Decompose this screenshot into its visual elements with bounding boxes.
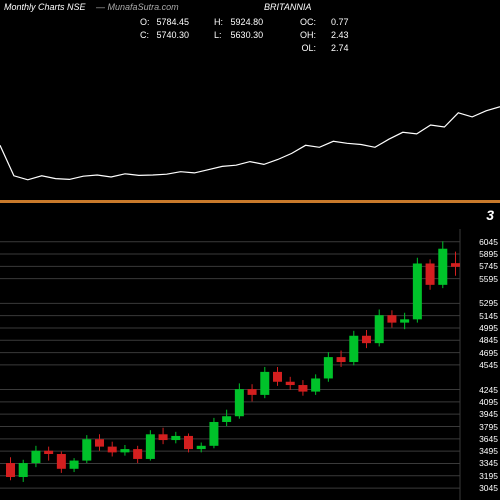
y-tick-label: 4545: [479, 361, 498, 369]
y-tick-label: 4245: [479, 386, 498, 394]
y-tick-label: 5895: [479, 250, 498, 258]
y-tick-label: 5145: [479, 312, 498, 320]
line-chart-panel: Monthly Charts NSE — MunafaSutra.com BRI…: [0, 0, 500, 200]
y-tick-label: 6045: [479, 238, 498, 246]
y-tick-label: 5595: [479, 275, 498, 283]
y-tick-label: 3345: [479, 459, 498, 467]
y-tick-label: 3945: [479, 410, 498, 418]
candle-chart-panel: 3045 3195 3345 3495 3645 3795 3945 4095 4245 4545…: [0, 229, 500, 500]
y-tick-label: 3045: [479, 484, 498, 492]
y-tick-label: 3195: [479, 472, 498, 480]
y-tick-label: 4095: [479, 398, 498, 406]
y-tick-label: 5295: [479, 299, 498, 307]
y-tick-label: 3645: [479, 435, 498, 443]
candlestick-chart: [0, 229, 500, 500]
price-line-chart: [0, 0, 500, 200]
y-tick-label: 3495: [479, 447, 498, 455]
y-tick-label: 4845: [479, 336, 498, 344]
chart-root: Monthly Charts NSE — MunafaSutra.com BRI…: [0, 0, 500, 500]
y-tick-label: 5745: [479, 262, 498, 270]
panel-index: 3: [486, 207, 494, 223]
y-tick-label: 4995: [479, 324, 498, 332]
index-bar: 3: [0, 203, 500, 229]
y-tick-label: 3795: [479, 423, 498, 431]
y-tick-label: 4695: [479, 349, 498, 357]
